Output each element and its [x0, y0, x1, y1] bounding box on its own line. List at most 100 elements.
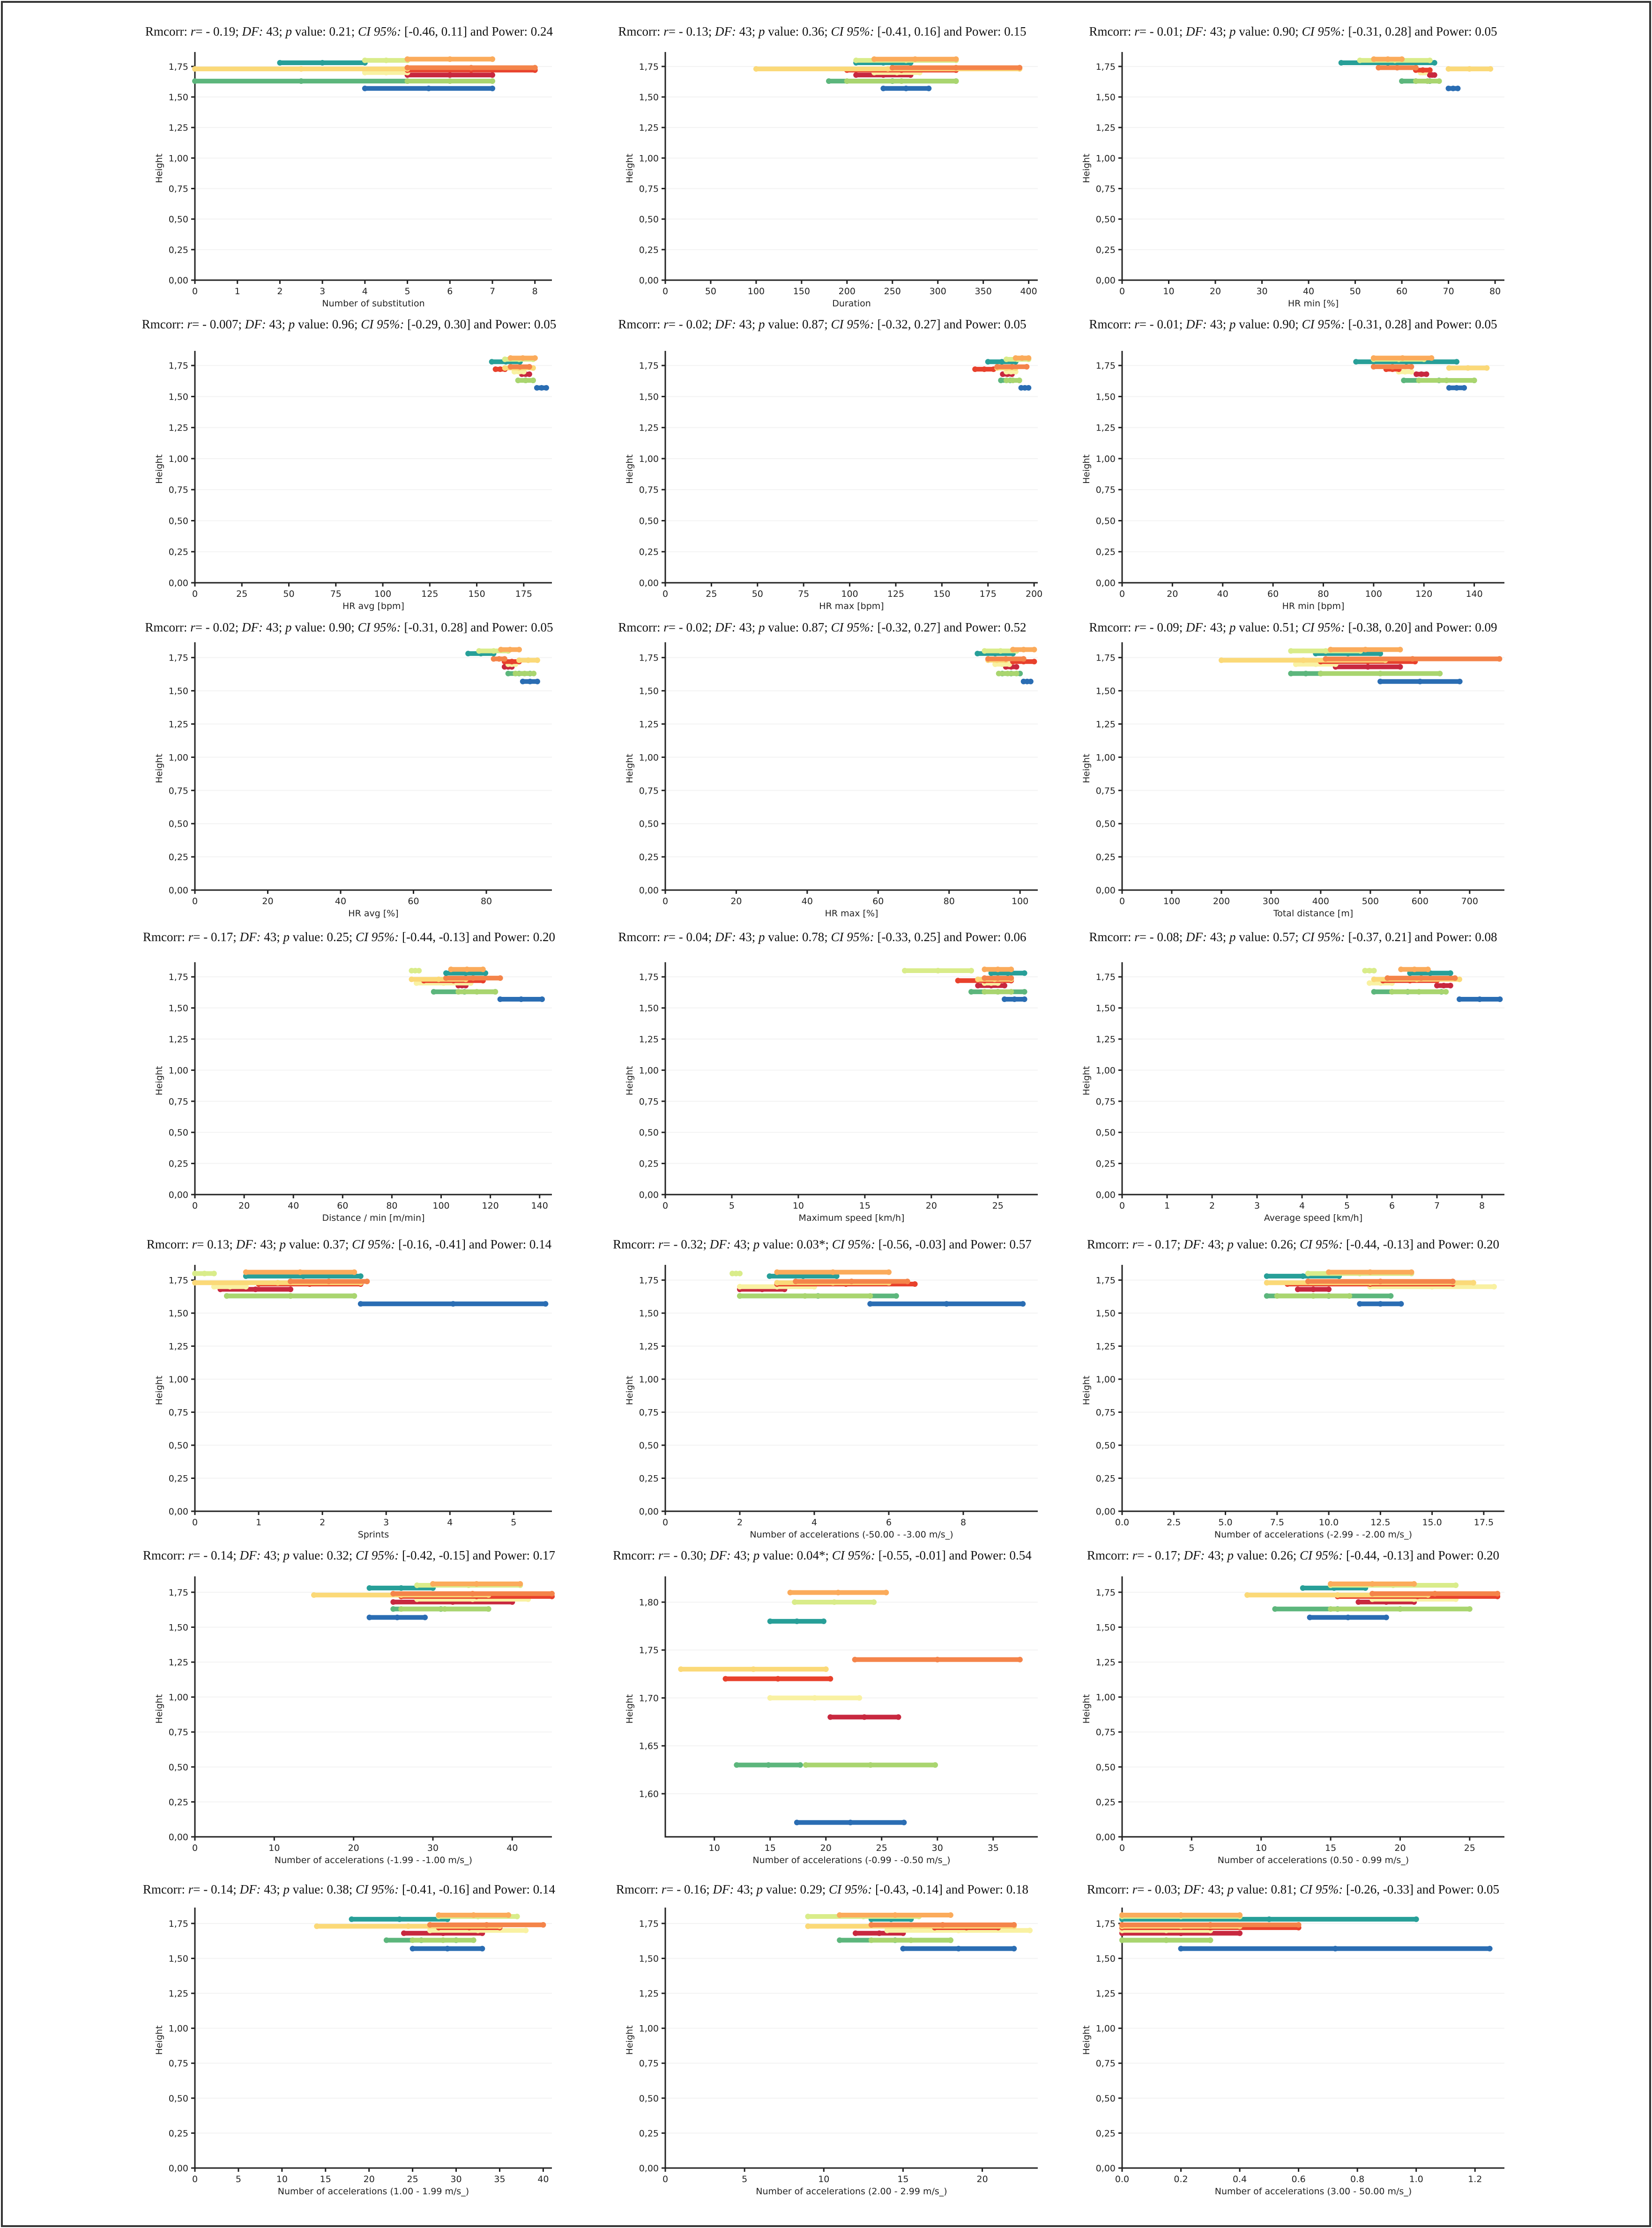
y-tick-label: 0,50 [639, 516, 659, 526]
df-label: DF: [1183, 1882, 1205, 1896]
df-label: DF: [1185, 620, 1207, 634]
data-point [443, 975, 449, 981]
data-point [1491, 1284, 1497, 1290]
data-point [1367, 980, 1372, 986]
y-tick-label: 0,75 [1096, 485, 1116, 495]
data-point [876, 1930, 882, 1936]
df-value: 43; [261, 930, 283, 944]
x-tick-label: 1 [1164, 1201, 1170, 1211]
data-point [455, 989, 461, 995]
data-point [1427, 67, 1433, 73]
y-tick-label: 0,75 [1096, 1408, 1116, 1418]
data-point [530, 378, 536, 384]
y-tick-label: 0,25 [639, 1159, 659, 1169]
data-point [490, 78, 495, 84]
data-point [886, 1269, 892, 1275]
data-point [469, 1590, 476, 1597]
y-tick-label: 1,00 [1096, 1374, 1116, 1385]
x-tick-label: 0 [192, 1843, 198, 1853]
data-point [447, 72, 453, 78]
p-value: value: 0.96; [295, 317, 361, 331]
y-tick-label: 1,00 [639, 153, 659, 163]
p-label: p [285, 24, 292, 38]
subplot-title: Rmcorr: r= - 0.14; DF: 43; p value: 0.32… [143, 1548, 555, 1562]
data-point [883, 1589, 889, 1596]
y-tick-label: 0,00 [1096, 1507, 1116, 1517]
x-axis-label: Number of accelerations (-50.00 - -3.00 … [750, 1530, 953, 1540]
x-tick-label: 30 [450, 2174, 461, 2184]
data-point [955, 978, 961, 984]
y-tick-label: 1,00 [169, 2024, 188, 2034]
x-tick-label: 150 [793, 286, 810, 297]
x-tick-label: 25 [706, 589, 717, 599]
data-point [357, 1301, 364, 1307]
data-point [982, 975, 988, 981]
r-value: = - 0.19; [195, 24, 242, 38]
data-point [485, 1606, 491, 1612]
data-point [484, 1922, 490, 1928]
x-tick-label: 5 [236, 2174, 241, 2184]
data-point [848, 1820, 854, 1826]
power-value: and Power: 0.20 [1414, 1548, 1499, 1562]
data-point [491, 648, 497, 654]
ci-label: CI 95%: [358, 24, 401, 38]
df-label: DF: [239, 1882, 261, 1896]
x-tick-label: 80 [1489, 286, 1501, 297]
data-point [390, 1606, 396, 1612]
x-tick-label: 2 [737, 1517, 743, 1528]
p-value: value: 0.90; [292, 620, 358, 634]
axes [664, 1576, 1038, 1838]
y-tick-label: 0,50 [1096, 819, 1116, 829]
df-value: 43; [734, 1882, 757, 1896]
data-point [211, 1270, 217, 1277]
r-label: r [191, 24, 196, 38]
y-tick-label: 0,50 [639, 1128, 659, 1138]
data-point [1488, 66, 1494, 72]
data-point [506, 1912, 512, 1918]
y-tick-label: 1,25 [639, 1342, 659, 1352]
data-point [507, 355, 513, 361]
x-tick-label: 30 [932, 1843, 943, 1853]
data-point [1026, 355, 1032, 361]
subplot-title: Rmcorr: r= - 0.09; DF: 43; p value: 0.51… [1089, 620, 1497, 634]
data-point [474, 1581, 480, 1587]
y-tick-label: 1,00 [169, 454, 188, 464]
data-point [1401, 378, 1407, 384]
y-tick-label: 0,75 [1096, 1097, 1116, 1107]
y-tick-label: 1,50 [1096, 1003, 1116, 1014]
data-point [1457, 678, 1463, 684]
data-point [468, 65, 474, 71]
y-tick-label: 1,50 [1096, 686, 1116, 697]
x-tick-label: 30 [1256, 286, 1267, 297]
x-axis-label: HR avg [%] [348, 908, 398, 919]
rmcorr-label: Rmcorr: [618, 930, 664, 944]
subplot: Rmcorr: r= - 0.16; DF: 43; p value: 0.29… [616, 1882, 1038, 2197]
y-tick-label: 1,60 [639, 1789, 659, 1799]
data-point [490, 56, 495, 62]
y-tick-label: 0,25 [1096, 1797, 1116, 1807]
x-tick-label: 0 [192, 1517, 198, 1528]
data-point [1266, 1916, 1272, 1922]
data-point [800, 1273, 806, 1279]
axes [1121, 1908, 1504, 2169]
y-tick-label: 1,00 [639, 1065, 659, 1076]
y-axis-label: Height [625, 2026, 635, 2055]
y-axis-label: Height [1081, 154, 1092, 183]
x-tick-label: 0.0 [1115, 1517, 1129, 1528]
power-value: and Power: 0.06 [940, 930, 1026, 944]
p-label: p [284, 620, 292, 634]
y-tick-label: 1,50 [169, 92, 188, 103]
data-point [1457, 996, 1462, 1003]
x-tick-label: 175 [980, 589, 997, 599]
data-point [1020, 646, 1027, 653]
data-point [827, 1676, 833, 1682]
y-tick-label: 1,75 [639, 1919, 659, 1929]
data-point [1398, 966, 1404, 973]
data-point [1237, 1930, 1243, 1936]
data-point [1178, 1912, 1184, 1918]
data-point [277, 60, 283, 66]
y-tick-label: 1,00 [1096, 153, 1116, 163]
ci-label: CI 95%: [832, 1237, 875, 1251]
data-point [1237, 1912, 1243, 1918]
x-tick-label: 60 [337, 1201, 348, 1211]
